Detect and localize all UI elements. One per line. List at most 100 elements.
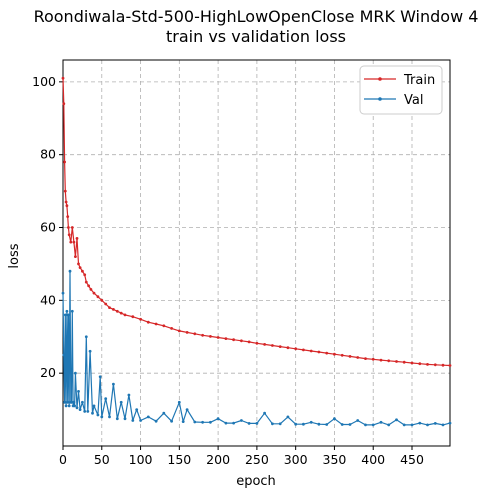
val-data-point [348,423,352,426]
val-data-point [88,349,92,353]
train-data-point [62,102,66,106]
y-tick-label: 20 [40,365,56,380]
val-data-point [84,335,88,339]
val-data-point [317,422,321,426]
x-tick-label: 250 [245,452,269,467]
y-tick-label: 80 [40,147,56,162]
train-data-point [67,233,71,237]
train-data-point [78,266,82,269]
val-data-point [395,418,398,422]
train-data-point [240,339,243,343]
train-data-point [131,315,135,319]
val-data-point [154,419,158,423]
val-data-point [402,423,406,427]
val-data-point [177,400,181,404]
x-tick-label: 400 [361,452,385,467]
val-data-point [68,269,72,273]
val-data-point [247,422,251,425]
val-data-point [72,400,76,404]
x-tick-label: 450 [400,452,424,467]
val-data-point [181,420,185,423]
train-data-point [247,340,251,344]
val-data-point [333,417,336,421]
train-data-point [340,353,344,357]
val-data-point [271,422,274,426]
train-data-point [286,346,290,350]
train-data-point [177,329,181,333]
train-data-point [115,309,119,313]
legend-train-label: Train [403,73,435,88]
train-data-point [302,348,305,352]
val-data-point [356,419,360,422]
val-data-point [286,415,290,419]
train-data-point [379,358,383,362]
train-data-point [89,288,93,291]
train-data-point [77,262,80,266]
train-data-point [402,360,406,364]
train-data-point [333,352,336,356]
train-data-point [96,295,100,299]
val-data-point [61,291,65,295]
val-data-point [146,415,150,419]
chart-subtitle: train vs validation loss [166,27,346,46]
x-tick-label: 150 [167,452,191,467]
train-data-point [426,363,429,366]
train-data-point [63,189,67,193]
train-data-point [294,347,298,351]
train-data-point [64,200,68,204]
x-tick-label: 300 [284,452,308,467]
train-data-point [193,332,197,336]
train-data-point [67,226,70,229]
val-data-point [278,422,282,426]
val-data-point [224,421,228,425]
legend-val-label: Val [404,93,423,108]
train-data-point [84,280,88,284]
y-tick-label: 100 [32,74,56,89]
val-data-point [255,422,259,425]
train-data-point [255,341,259,345]
train-data-point [232,338,236,342]
train-data-point [63,160,66,164]
val-data-point [63,400,66,404]
val-data-point [371,423,375,427]
train-data-point [70,226,74,229]
legend: Train Val [359,65,443,115]
val-data-point [162,411,166,415]
val-data-point [302,422,305,426]
val-data-point [185,408,189,411]
grid [62,60,450,446]
val-data-point [92,404,96,408]
train-data-point [271,344,274,347]
train-data-point [317,350,321,354]
val-data-point [81,400,84,404]
train-data-point [209,335,212,338]
train-data-point [66,215,70,219]
val-data-point [294,422,298,426]
train-data-point [104,302,108,306]
val-data-point [62,353,66,357]
val-data-point [67,313,70,317]
val-data-point [448,421,452,425]
x-tick-label: 50 [94,452,110,467]
val-data-point [135,408,139,411]
val-data-point [201,420,205,424]
train-data-point [72,240,76,244]
y-tick-label: 40 [40,292,56,307]
train-data-point [216,336,220,339]
train-data-point [309,349,313,353]
val-data-point [240,419,243,422]
val-data-point [309,420,313,424]
val-data-point [433,422,437,425]
val-data-point [216,417,220,421]
train-data-point [69,240,73,244]
val-data-point [115,417,119,421]
train-data-point [410,361,414,365]
train-data-point [75,237,79,240]
train-data-point [433,363,437,367]
train-data-point [325,351,329,355]
x-tick-label: 100 [129,452,153,467]
val-data-point [74,371,77,375]
val-data-point [139,419,143,422]
val-data-point [340,423,344,426]
